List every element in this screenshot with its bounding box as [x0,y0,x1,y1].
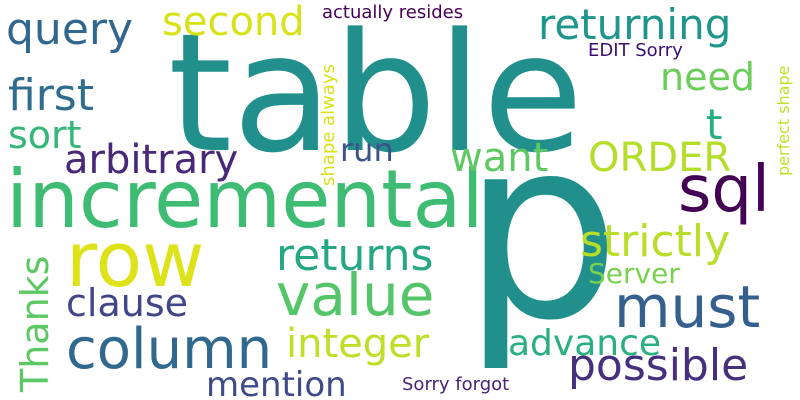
word-first: first [8,70,94,121]
word-possible: possible [568,340,749,391]
word-ORDER: ORDER [588,135,732,181]
word-column: column [66,317,273,382]
word-sorry-forgot: Sorry forgot [402,374,510,395]
word-Server: Server [588,257,680,290]
word-integer: integer [286,321,430,367]
word-run: run [340,131,394,169]
word-edit-sorry: EDIT Sorry [588,40,683,61]
word-advance: advance [508,323,662,364]
word-sort: sort [8,113,82,157]
word-table: table [168,0,584,189]
word-arbitrary: arbitrary [64,137,239,183]
word-p: p [462,84,621,375]
word-second: second [162,0,305,45]
word-sql: sql [678,153,770,227]
word-value: value [276,261,435,329]
word-strictly: strictly [580,216,731,267]
word-actually-resides: actually resides [322,2,464,23]
word-thanks: Thanks [13,255,57,392]
word-clause: clause [66,281,188,325]
word-perfect-shape: perfect shape [774,65,793,177]
word-returning: returning [538,0,732,49]
word-shape-always: shape always [318,64,339,186]
word-need: need [660,55,755,99]
word-query: query [6,4,134,55]
word-row: row [66,215,205,304]
word-incremental: incremental [6,153,484,246]
word-t: t [706,100,723,149]
word-must: must [614,273,761,341]
word-returns: returns [276,230,434,281]
word-want: want [450,135,549,181]
word-mention: mention [206,365,347,400]
